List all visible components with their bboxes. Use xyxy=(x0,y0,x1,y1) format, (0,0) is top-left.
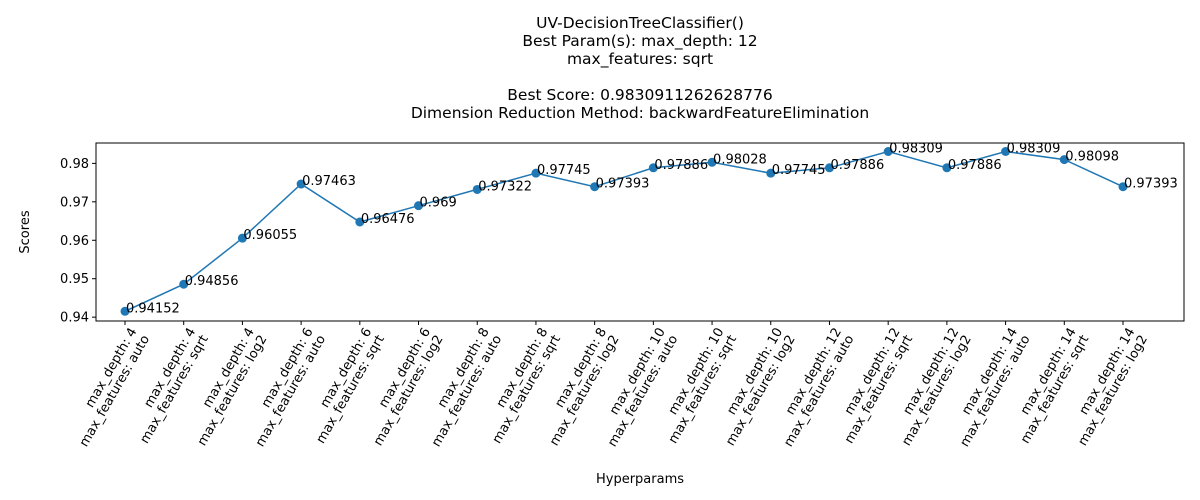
y-tick-label: 0.97 xyxy=(60,195,89,210)
data-label: 0.97393 xyxy=(596,177,650,192)
chart-title-line: UV-DecisionTreeClassifier() xyxy=(536,14,744,32)
y-axis-ticks: 0.94 0.95 0.96 0.97 0.98 xyxy=(60,157,96,326)
data-label: 0.96476 xyxy=(361,212,415,227)
data-labels: 0.94152 0.94856 0.96055 0.97463 0.96476 0.969… xyxy=(126,141,1178,316)
data-point xyxy=(883,146,893,156)
y-tick-label: 0.94 xyxy=(60,311,89,326)
data-point xyxy=(531,168,541,178)
chart-title: UV-DecisionTreeClassifier()Best Param(s)… xyxy=(411,14,869,122)
data-point xyxy=(355,217,365,227)
x-axis-title: Hyperparams xyxy=(596,472,684,487)
y-tick-label: 0.95 xyxy=(60,272,89,287)
data-point xyxy=(824,163,834,173)
y-tick-label: 0.98 xyxy=(60,157,89,172)
data-label: 0.96055 xyxy=(243,228,297,243)
data-point xyxy=(296,179,306,189)
data-label: 0.94152 xyxy=(126,301,180,316)
data-point xyxy=(120,306,130,316)
data-label: 0.97745 xyxy=(772,163,826,178)
data-point xyxy=(766,168,776,178)
series-line xyxy=(124,150,1124,312)
data-label: 0.94856 xyxy=(185,274,239,289)
data-point xyxy=(707,157,717,167)
data-label: 0.98309 xyxy=(1007,141,1061,156)
data-label: 0.98309 xyxy=(889,141,943,156)
data-label: 0.97463 xyxy=(302,174,356,189)
data-label: 0.97886 xyxy=(830,158,884,173)
data-label: 0.98028 xyxy=(713,152,767,167)
data-point xyxy=(237,233,247,243)
x-tick-label: max_depth: 4max_features: auto xyxy=(64,325,153,449)
data-point xyxy=(1059,155,1069,165)
y-tick-label: 0.96 xyxy=(60,234,89,249)
x-axis-ticks: max_depth: 4max_features: automax_depth:… xyxy=(64,321,1151,450)
data-label: 0.97886 xyxy=(654,158,708,173)
data-point xyxy=(942,163,952,173)
data-point xyxy=(472,184,482,194)
series-markers xyxy=(120,146,1128,316)
data-point xyxy=(590,182,600,192)
data-label: 0.97393 xyxy=(1124,177,1178,192)
data-point xyxy=(648,163,658,173)
data-label: 0.969 xyxy=(420,196,457,211)
data-label: 0.97322 xyxy=(478,179,532,194)
data-point xyxy=(1001,146,1011,156)
chart-title-line: Best Param(s): max_depth: 12 xyxy=(522,32,757,51)
data-point xyxy=(414,201,424,211)
chart-title-line: Dimension Reduction Method: backwardFeat… xyxy=(411,104,869,122)
data-label: 0.98098 xyxy=(1065,150,1119,165)
chart-title-line: Best Score: 0.9830911262628776 xyxy=(507,86,772,104)
data-point xyxy=(179,279,189,289)
data-point xyxy=(1118,182,1128,192)
y-axis-title: Scores xyxy=(18,210,33,253)
data-label: 0.97886 xyxy=(948,158,1002,173)
chart-title-line: max_features: sqrt xyxy=(567,50,713,69)
plot-area-frame xyxy=(95,142,1185,322)
data-label: 0.97745 xyxy=(537,163,591,178)
